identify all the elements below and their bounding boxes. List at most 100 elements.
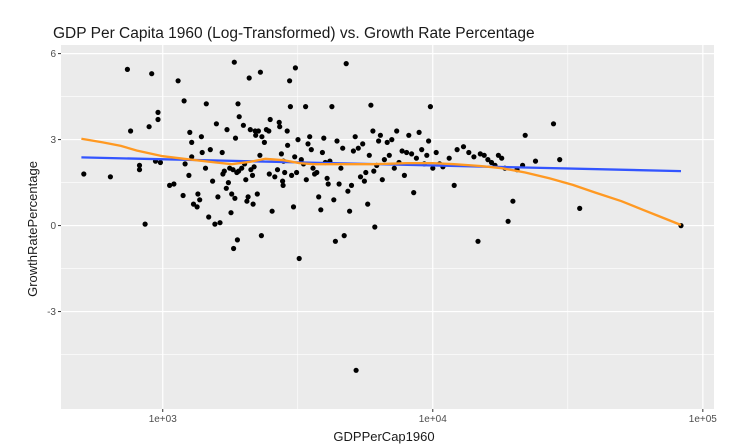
data-point	[230, 167, 236, 173]
data-point	[557, 157, 563, 163]
data-point	[433, 149, 439, 156]
data-point	[391, 165, 397, 171]
data-point	[219, 149, 225, 156]
data-point	[199, 149, 205, 156]
data-point	[146, 124, 152, 130]
data-point	[485, 157, 491, 163]
data-point	[454, 147, 460, 153]
data-point	[234, 237, 240, 243]
x-tick-label: 1e+05	[689, 414, 718, 425]
data-point	[325, 181, 331, 187]
data-point	[292, 65, 298, 71]
data-point	[203, 101, 209, 107]
data-point	[406, 132, 412, 138]
data-point	[282, 169, 288, 176]
plot-panel	[61, 45, 714, 409]
data-point	[251, 164, 257, 170]
data-point	[180, 192, 186, 199]
data-point	[257, 152, 263, 158]
data-point	[136, 167, 143, 173]
data-point	[287, 78, 293, 84]
data-point	[250, 201, 256, 207]
data-point	[149, 71, 155, 77]
data-point	[307, 134, 313, 140]
data-point	[386, 152, 392, 158]
y-tick-label: 3	[50, 135, 56, 146]
data-point	[332, 238, 338, 244]
data-point	[280, 182, 286, 188]
data-point	[182, 161, 188, 167]
loess-fit-line	[81, 137, 682, 227]
data-point	[446, 155, 452, 161]
data-point	[305, 141, 311, 147]
data-point	[247, 127, 253, 133]
chart-title: GDP Per Capita 1960 (Log-Transformed) vs…	[53, 25, 535, 42]
data-point	[324, 175, 330, 181]
data-point	[424, 152, 430, 158]
data-point	[189, 139, 195, 145]
data-point	[277, 124, 283, 130]
data-point	[261, 139, 267, 145]
data-point	[350, 148, 356, 154]
data-point	[361, 178, 367, 184]
data-point	[197, 197, 203, 203]
data-point	[404, 149, 410, 156]
data-point	[240, 122, 246, 128]
data-point	[278, 151, 284, 157]
data-points	[81, 59, 684, 373]
data-point	[471, 154, 477, 160]
data-point	[477, 151, 483, 157]
data-point	[532, 158, 539, 164]
data-point	[217, 220, 223, 226]
data-point	[236, 114, 242, 120]
data-point	[370, 128, 376, 134]
data-point	[334, 138, 340, 144]
data-point	[225, 180, 231, 186]
data-point	[353, 367, 359, 373]
data-point	[365, 201, 371, 207]
data-point	[231, 59, 237, 65]
data-point	[381, 157, 387, 163]
data-point	[401, 172, 407, 178]
data-point	[246, 75, 252, 81]
data-point	[190, 201, 197, 207]
data-point	[187, 129, 193, 135]
data-point	[316, 194, 322, 200]
data-point	[269, 208, 275, 214]
data-point	[228, 210, 234, 216]
data-point	[258, 233, 264, 239]
data-point	[308, 147, 314, 153]
data-point	[499, 155, 505, 161]
data-point	[128, 128, 134, 134]
data-point	[215, 194, 221, 200]
data-point	[195, 191, 201, 197]
data-point	[319, 149, 325, 156]
data-point	[155, 116, 161, 123]
data-point	[235, 101, 241, 107]
x-axis: 1e+03 1e+04 1e+05	[149, 409, 718, 425]
data-point	[202, 165, 209, 171]
data-point	[389, 137, 395, 143]
data-point	[475, 238, 481, 244]
data-point	[276, 119, 282, 125]
data-point	[253, 132, 259, 138]
data-point	[394, 128, 400, 134]
data-point	[181, 98, 187, 104]
data-point	[266, 128, 272, 134]
data-point	[221, 168, 227, 174]
data-point	[366, 152, 372, 158]
data-point	[416, 129, 422, 135]
data-point	[522, 132, 528, 138]
data-point	[284, 128, 290, 134]
data-point	[244, 198, 250, 204]
data-point	[124, 66, 130, 72]
data-point	[223, 185, 229, 191]
data-point	[107, 174, 113, 180]
data-point	[357, 174, 364, 180]
data-point	[298, 157, 304, 163]
data-point	[343, 61, 349, 67]
major-gridlines	[61, 45, 714, 409]
data-point	[411, 190, 417, 196]
data-point	[210, 178, 216, 184]
